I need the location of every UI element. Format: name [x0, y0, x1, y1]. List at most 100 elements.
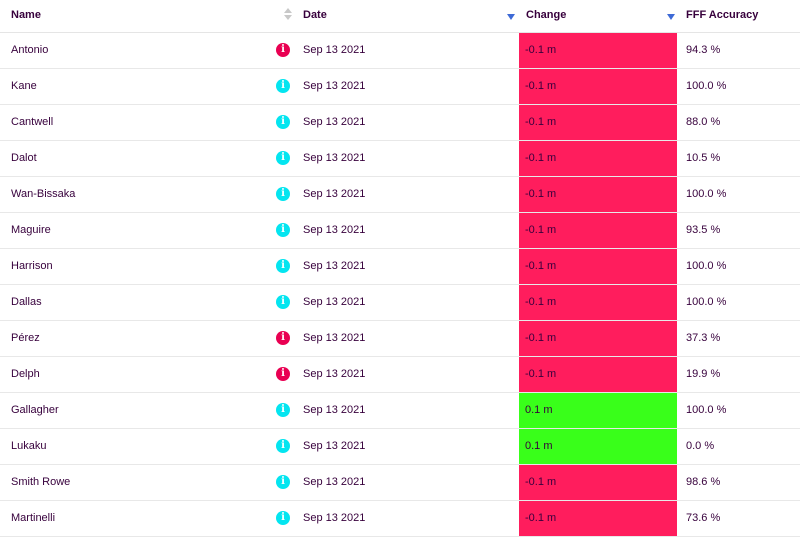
- column-header-change[interactable]: Change: [526, 9, 567, 21]
- table-body: Antonio i Sep 13 2021 -0.1 m 94.3 % Kane i Sep …: [0, 33, 800, 537]
- player-name[interactable]: Gallagher: [11, 404, 59, 416]
- price-fall-cell: -0.1 m: [519, 357, 677, 392]
- price-change-value: -0.1 m: [525, 476, 557, 488]
- sort-descending-icon[interactable]: [507, 14, 515, 20]
- player-name[interactable]: Dalot: [11, 152, 37, 164]
- price-rise-cell: 0.1 m: [519, 429, 677, 464]
- price-change-value: -0.1 m: [525, 152, 557, 164]
- fff-accuracy-value: 94.3 %: [686, 44, 721, 56]
- table-header: Name Date Change FFF Accuracy: [0, 0, 800, 33]
- info-icon[interactable]: i: [276, 79, 290, 93]
- info-icon[interactable]: i: [276, 259, 290, 273]
- fff-accuracy-value: 100.0 %: [686, 296, 727, 308]
- change-date: Sep 13 2021: [303, 188, 366, 200]
- info-icon[interactable]: i: [276, 475, 290, 489]
- player-name[interactable]: Antonio: [11, 44, 49, 56]
- info-icon[interactable]: i: [276, 187, 290, 201]
- change-date: Sep 13 2021: [303, 476, 366, 488]
- fff-accuracy-value: 100.0 %: [686, 188, 727, 200]
- info-icon[interactable]: i: [276, 511, 290, 525]
- price-change-value: -0.1 m: [525, 224, 557, 236]
- info-icon[interactable]: i: [276, 295, 290, 309]
- fff-accuracy-value: 100.0 %: [686, 260, 727, 272]
- change-date: Sep 13 2021: [303, 368, 366, 380]
- price-change-value: -0.1 m: [525, 116, 557, 128]
- table-row[interactable]: Kane i Sep 13 2021 -0.1 m 100.0 %: [0, 69, 800, 105]
- price-change-value: -0.1 m: [525, 188, 557, 200]
- table-row[interactable]: Delph i Sep 13 2021 -0.1 m 19.9 %: [0, 357, 800, 393]
- fff-accuracy-value: 88.0 %: [686, 116, 721, 128]
- price-rise-cell: 0.1 m: [519, 393, 677, 428]
- info-icon[interactable]: i: [276, 439, 290, 453]
- change-date: Sep 13 2021: [303, 440, 366, 452]
- price-fall-cell: -0.1 m: [519, 321, 677, 356]
- player-name[interactable]: Harrison: [11, 260, 53, 272]
- price-fall-cell: -0.1 m: [519, 213, 677, 248]
- player-name[interactable]: Cantwell: [11, 116, 54, 128]
- player-name[interactable]: Dallas: [11, 296, 42, 308]
- fff-accuracy-value: 19.9 %: [686, 368, 721, 380]
- table-row[interactable]: Gallagher i Sep 13 2021 0.1 m 100.0 %: [0, 393, 800, 429]
- price-fall-cell: -0.1 m: [519, 177, 677, 212]
- table-row[interactable]: Lukaku i Sep 13 2021 0.1 m 0.0 %: [0, 429, 800, 465]
- table-row[interactable]: Harrison i Sep 13 2021 -0.1 m 100.0 %: [0, 249, 800, 285]
- price-change-value: -0.1 m: [525, 332, 557, 344]
- price-fall-cell: -0.1 m: [519, 69, 677, 104]
- price-change-value: -0.1 m: [525, 296, 557, 308]
- info-icon[interactable]: i: [276, 43, 290, 57]
- change-date: Sep 13 2021: [303, 80, 366, 92]
- change-date: Sep 13 2021: [303, 116, 366, 128]
- price-change-value: -0.1 m: [525, 260, 557, 272]
- table-row[interactable]: Smith Rowe i Sep 13 2021 -0.1 m 98.6 %: [0, 465, 800, 501]
- price-change-value: -0.1 m: [525, 368, 557, 380]
- change-date: Sep 13 2021: [303, 44, 366, 56]
- fff-accuracy-value: 93.5 %: [686, 224, 721, 236]
- fff-accuracy-value: 100.0 %: [686, 80, 727, 92]
- change-date: Sep 13 2021: [303, 332, 366, 344]
- player-name[interactable]: Martinelli: [11, 512, 56, 524]
- info-icon[interactable]: i: [276, 115, 290, 129]
- info-icon[interactable]: i: [276, 331, 290, 345]
- price-change-value: -0.1 m: [525, 44, 557, 56]
- player-name[interactable]: Smith Rowe: [11, 476, 71, 488]
- player-name[interactable]: Kane: [11, 80, 37, 92]
- player-name[interactable]: Pérez: [11, 332, 40, 344]
- column-header-date[interactable]: Date: [303, 9, 327, 21]
- table-row[interactable]: Maguire i Sep 13 2021 -0.1 m 93.5 %: [0, 213, 800, 249]
- table-row[interactable]: Antonio i Sep 13 2021 -0.1 m 94.3 %: [0, 33, 800, 69]
- change-date: Sep 13 2021: [303, 260, 366, 272]
- fff-accuracy-value: 10.5 %: [686, 152, 721, 164]
- player-name[interactable]: Delph: [11, 368, 40, 380]
- info-icon[interactable]: i: [276, 403, 290, 417]
- table-row[interactable]: Wan-Bissaka i Sep 13 2021 -0.1 m 100.0 %: [0, 177, 800, 213]
- price-fall-cell: -0.1 m: [519, 465, 677, 500]
- player-name[interactable]: Lukaku: [11, 440, 47, 452]
- table-row[interactable]: Pérez i Sep 13 2021 -0.1 m 37.3 %: [0, 321, 800, 357]
- table-row[interactable]: Dalot i Sep 13 2021 -0.1 m 10.5 %: [0, 141, 800, 177]
- price-fall-cell: -0.1 m: [519, 105, 677, 140]
- price-change-value: 0.1 m: [525, 404, 553, 416]
- column-header-name[interactable]: Name: [11, 9, 41, 21]
- table-row[interactable]: Martinelli i Sep 13 2021 -0.1 m 73.6 %: [0, 501, 800, 537]
- info-icon[interactable]: i: [276, 367, 290, 381]
- player-name[interactable]: Wan-Bissaka: [11, 188, 76, 200]
- change-date: Sep 13 2021: [303, 296, 366, 308]
- change-date: Sep 13 2021: [303, 152, 366, 164]
- table-row[interactable]: Dallas i Sep 13 2021 -0.1 m 100.0 %: [0, 285, 800, 321]
- price-change-value: -0.1 m: [525, 512, 557, 524]
- column-header-accuracy[interactable]: FFF Accuracy: [686, 9, 759, 21]
- price-fall-cell: -0.1 m: [519, 501, 677, 536]
- change-date: Sep 13 2021: [303, 512, 366, 524]
- sort-unsorted-icon[interactable]: [283, 7, 293, 21]
- fff-accuracy-value: 37.3 %: [686, 332, 721, 344]
- price-fall-cell: -0.1 m: [519, 33, 677, 68]
- info-icon[interactable]: i: [276, 223, 290, 237]
- fff-accuracy-value: 73.6 %: [686, 512, 721, 524]
- sort-descending-icon[interactable]: [667, 14, 675, 20]
- fff-accuracy-value: 100.0 %: [686, 404, 727, 416]
- player-name[interactable]: Maguire: [11, 224, 51, 236]
- info-icon[interactable]: i: [276, 151, 290, 165]
- price-change-value: -0.1 m: [525, 80, 557, 92]
- table-row[interactable]: Cantwell i Sep 13 2021 -0.1 m 88.0 %: [0, 105, 800, 141]
